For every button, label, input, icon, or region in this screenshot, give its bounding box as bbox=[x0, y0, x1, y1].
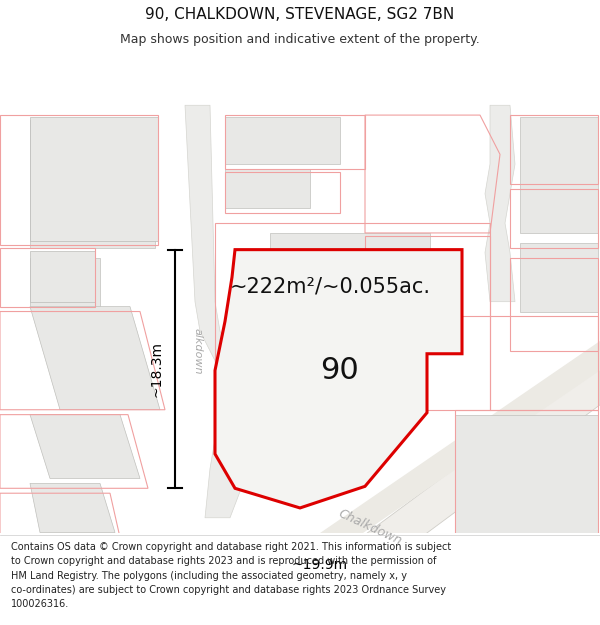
Text: 90: 90 bbox=[320, 356, 359, 385]
Polygon shape bbox=[455, 414, 598, 532]
Polygon shape bbox=[215, 249, 462, 508]
Polygon shape bbox=[30, 414, 140, 479]
Polygon shape bbox=[520, 117, 598, 233]
Polygon shape bbox=[30, 307, 160, 410]
Text: Contains OS data © Crown copyright and database right 2021. This information is : Contains OS data © Crown copyright and d… bbox=[11, 542, 451, 609]
Text: ~19.9m: ~19.9m bbox=[292, 558, 348, 572]
Text: Chalkdown: Chalkdown bbox=[336, 508, 404, 548]
Polygon shape bbox=[185, 105, 250, 518]
Polygon shape bbox=[30, 483, 115, 532]
Polygon shape bbox=[30, 117, 158, 241]
Polygon shape bbox=[130, 341, 600, 586]
Polygon shape bbox=[120, 361, 600, 625]
Polygon shape bbox=[270, 233, 430, 351]
Polygon shape bbox=[225, 169, 310, 208]
Polygon shape bbox=[225, 117, 340, 164]
Polygon shape bbox=[30, 258, 100, 307]
Polygon shape bbox=[30, 120, 155, 248]
Polygon shape bbox=[485, 105, 515, 302]
Polygon shape bbox=[270, 356, 390, 410]
Text: ~222m²/~0.055ac.: ~222m²/~0.055ac. bbox=[229, 277, 431, 297]
Text: 90, CHALKDOWN, STEVENAGE, SG2 7BN: 90, CHALKDOWN, STEVENAGE, SG2 7BN bbox=[145, 7, 455, 22]
Polygon shape bbox=[520, 242, 598, 311]
Text: Map shows position and indicative extent of the property.: Map shows position and indicative extent… bbox=[120, 34, 480, 46]
Text: ~18.3m: ~18.3m bbox=[150, 341, 164, 397]
Polygon shape bbox=[30, 251, 95, 302]
Text: alkdown: alkdown bbox=[193, 328, 203, 374]
